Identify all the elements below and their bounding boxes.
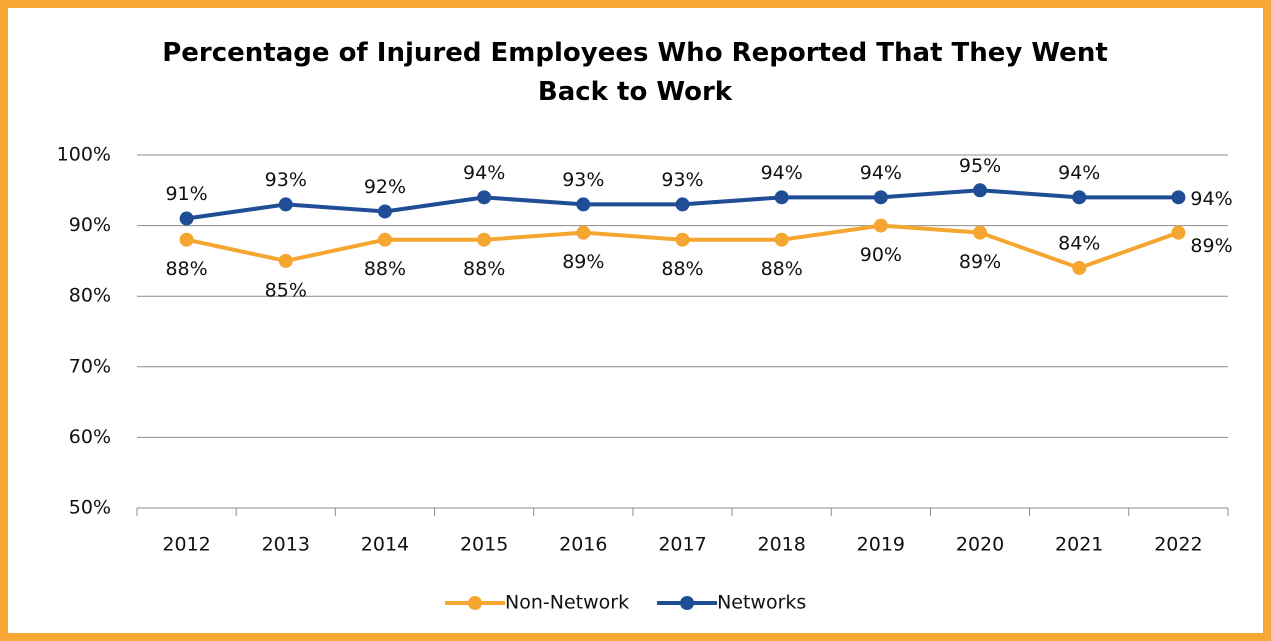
data-label: 92% xyxy=(364,176,406,198)
point xyxy=(873,190,888,205)
x-tick-label: 2016 xyxy=(559,534,607,556)
point xyxy=(576,197,591,212)
x-tick-label: 2012 xyxy=(162,534,210,556)
y-tick-label: 60% xyxy=(69,426,111,448)
point xyxy=(477,190,492,205)
data-label: 94% xyxy=(860,162,902,184)
data-label: 94% xyxy=(761,162,803,184)
point xyxy=(675,232,690,247)
point xyxy=(675,197,690,212)
y-tick-label: 50% xyxy=(69,497,111,519)
data-label: 88% xyxy=(661,258,703,280)
data-label: 93% xyxy=(562,169,604,191)
data-label: 95% xyxy=(959,155,1001,177)
point xyxy=(774,232,789,247)
x-tick-label: 2018 xyxy=(758,534,806,556)
point xyxy=(1072,190,1087,205)
data-label: 89% xyxy=(959,251,1001,273)
data-label: 88% xyxy=(761,258,803,280)
point xyxy=(1171,225,1186,240)
data-label: 84% xyxy=(1058,232,1100,254)
data-label: 94% xyxy=(463,162,505,184)
data-label: 94% xyxy=(1190,188,1232,210)
legend-marker xyxy=(468,596,482,610)
data-label: 88% xyxy=(165,258,207,280)
data-label: 85% xyxy=(265,279,307,301)
legend-marker xyxy=(680,596,695,610)
y-tick-label: 100% xyxy=(57,144,111,166)
x-tick-label: 2013 xyxy=(262,534,310,556)
data-label: 94% xyxy=(1058,162,1100,184)
legend-label: Non-Network xyxy=(505,592,629,614)
x-tick-label: 2021 xyxy=(1055,534,1103,556)
point xyxy=(576,225,591,240)
x-tick-label: 2014 xyxy=(361,534,409,556)
y-tick-label: 70% xyxy=(69,355,111,377)
data-label: 88% xyxy=(463,258,505,280)
x-tick-label: 2019 xyxy=(857,534,905,556)
point xyxy=(1171,190,1186,205)
point xyxy=(973,183,988,198)
point xyxy=(477,232,492,247)
point xyxy=(179,211,194,226)
data-label: 93% xyxy=(265,169,307,191)
x-tick-label: 2017 xyxy=(658,534,706,556)
data-label: 93% xyxy=(661,169,703,191)
point xyxy=(278,197,293,212)
point xyxy=(179,232,194,247)
data-label: 89% xyxy=(562,251,604,273)
point xyxy=(973,225,988,240)
y-tick-label: 90% xyxy=(69,214,111,236)
x-tick-label: 2022 xyxy=(1154,534,1202,556)
y-tick-label: 80% xyxy=(69,285,111,307)
data-label: 91% xyxy=(165,183,207,205)
data-label: 90% xyxy=(860,244,902,266)
chart-title: Percentage of Injured Employees Who Repo… xyxy=(162,38,1108,107)
point xyxy=(774,190,789,205)
x-tick-label: 2015 xyxy=(460,534,508,556)
legend-label: Networks xyxy=(717,592,806,614)
point xyxy=(377,204,392,219)
point xyxy=(1072,260,1087,275)
point xyxy=(377,232,392,247)
x-tick-label: 2020 xyxy=(956,534,1004,556)
point xyxy=(278,253,293,268)
point xyxy=(873,218,888,233)
data-label: 88% xyxy=(364,258,406,280)
data-label: 89% xyxy=(1190,235,1232,257)
